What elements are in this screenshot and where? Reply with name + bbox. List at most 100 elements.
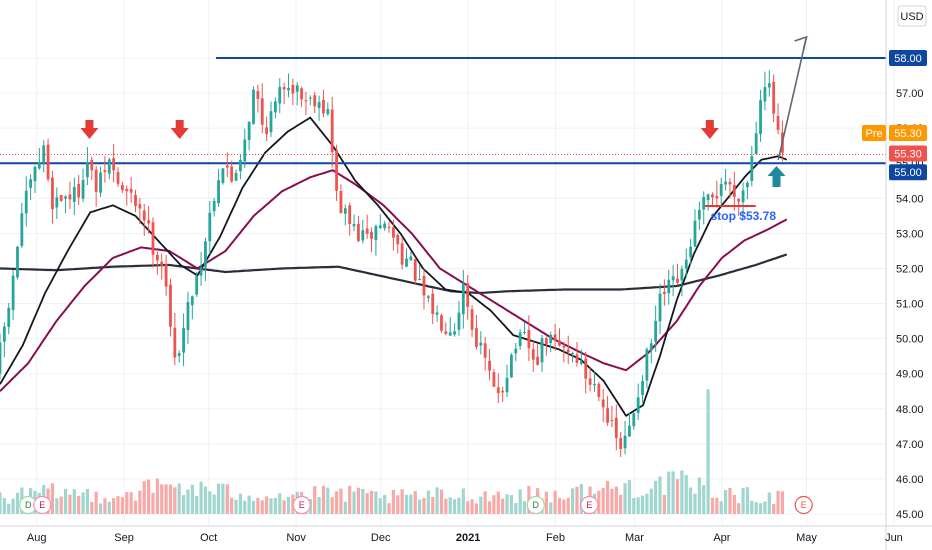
earnings-marker (580, 495, 599, 515)
candle-body (619, 437, 623, 449)
volume-bar (649, 488, 653, 514)
volume-bar (693, 493, 697, 514)
candle-body (81, 180, 85, 199)
candle-body (339, 191, 343, 214)
volume-bar (0, 492, 2, 514)
volume-bar (470, 499, 474, 514)
currency-button[interactable] (897, 5, 927, 27)
candle-body (689, 246, 693, 258)
candle-body (418, 278, 422, 280)
volume-bar (514, 502, 518, 514)
volume-bars (0, 389, 785, 514)
volume-bar (90, 501, 94, 514)
volume-bar (710, 497, 715, 514)
volume-bar (98, 503, 103, 514)
candle-body (606, 408, 609, 423)
annotations: stop $53.78 (80, 35, 808, 223)
candle-body (628, 425, 631, 437)
volume-bar (732, 494, 736, 514)
candle-body (51, 177, 54, 210)
candle-body (571, 353, 575, 355)
volume-bar (640, 495, 645, 514)
candle-body (308, 97, 312, 99)
volume-bar (741, 488, 745, 514)
volume-bar (77, 496, 81, 514)
candle-body (142, 210, 146, 221)
candle-body (177, 353, 181, 357)
volume-bar (164, 484, 168, 514)
candle-body (169, 284, 172, 327)
volume-bar (675, 479, 680, 514)
candle-body (658, 293, 662, 322)
y-tick-label: 50.00 (896, 334, 924, 346)
volume-bar (404, 494, 409, 514)
candle-body (461, 283, 465, 315)
volume-bar (409, 494, 413, 514)
volume-bar (636, 497, 640, 514)
candle-body (234, 172, 238, 181)
candle-body (566, 349, 570, 353)
candle-body (645, 349, 649, 381)
volume-bar (313, 486, 317, 514)
volume-bar (610, 488, 614, 514)
volume-bar (496, 491, 500, 514)
candle-body (55, 197, 59, 208)
volume-bar (160, 484, 164, 514)
candle-body (199, 267, 203, 276)
y-tick-label: 48.00 (896, 404, 924, 416)
candle-body (737, 199, 741, 202)
candle-body (584, 358, 588, 379)
x-tick-label: Nov (286, 532, 306, 544)
candle-body (378, 225, 382, 229)
candle-body (252, 89, 255, 124)
volume-bar (221, 483, 225, 514)
volume-bar (619, 494, 623, 514)
candle-body (138, 204, 142, 209)
volume-bar (181, 495, 186, 514)
candle-body (295, 85, 299, 92)
sell-arrow-icon (80, 120, 99, 139)
candle-body (623, 435, 627, 449)
candle-body (610, 419, 614, 421)
volume-bar (505, 494, 509, 514)
volume-bar (142, 481, 146, 514)
candle-body (317, 102, 321, 109)
buy-arrow-icon (767, 166, 786, 187)
candle-body (322, 99, 325, 114)
price-levels (0, 57, 886, 165)
volume-bar (125, 492, 129, 514)
volume-bar (654, 480, 658, 514)
volume-bar (278, 493, 282, 514)
candle-body (741, 190, 745, 203)
volume-bar (601, 487, 605, 514)
volume-bar (697, 477, 701, 514)
volume-bar (501, 498, 505, 514)
last-price-badge (889, 145, 927, 162)
candle-body (2, 326, 6, 342)
volume-bar (365, 493, 369, 514)
y-tick-label: 46.00 (896, 474, 924, 486)
volume-bar (247, 495, 251, 514)
candle-body (265, 127, 269, 135)
volume-bar (15, 492, 20, 514)
candle-body (151, 222, 155, 255)
candle-body (510, 354, 513, 378)
candle-body (426, 296, 430, 298)
candle-body (134, 194, 137, 207)
candle-body (588, 378, 592, 385)
volume-bar (391, 489, 395, 514)
candle-body (558, 340, 561, 346)
volume-bar (418, 499, 422, 514)
volume-bar (94, 491, 98, 514)
candle-body (300, 88, 303, 100)
volume-bar (627, 480, 632, 514)
premarket-price-badge-text: 55.30 (894, 128, 922, 140)
candle-body (575, 354, 579, 363)
candle-body (400, 243, 404, 265)
volume-bar (151, 492, 155, 514)
volume-bar (479, 496, 483, 514)
event-marker-label: E (801, 500, 807, 510)
